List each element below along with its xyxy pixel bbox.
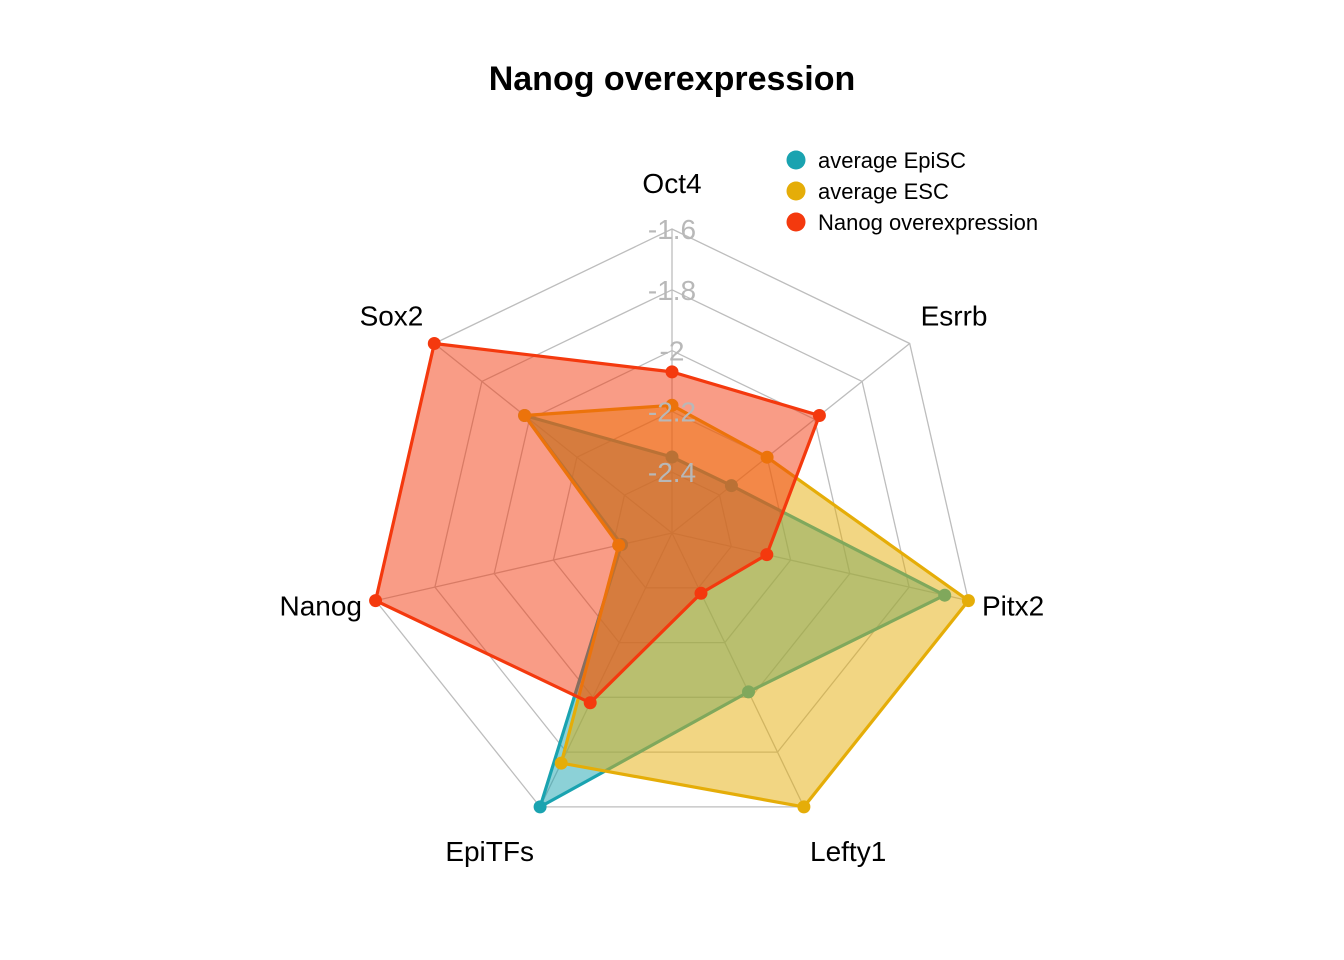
axis-label-oct4: Oct4 xyxy=(642,168,701,199)
axis-labels: Oct4 Esrrb Pitx2 Lefty1 EpiTFs Nanog Sox2 xyxy=(279,168,1044,867)
tick-label: -2.4 xyxy=(648,457,696,488)
legend: average EpiSC average ESC Nanog overexpres… xyxy=(786,148,1038,235)
tick-label: -2 xyxy=(660,336,685,367)
radial-tick-labels: -1.6 -1.8 -2 -2.2 -2.4 xyxy=(648,214,696,488)
data-point xyxy=(369,594,383,608)
legend-marker xyxy=(786,150,806,170)
series-area xyxy=(374,341,822,705)
tick-label: -1.8 xyxy=(648,275,696,306)
legend-label: average EpiSC xyxy=(818,148,966,173)
data-point xyxy=(554,756,568,770)
data-point xyxy=(961,594,975,608)
axis-label-lefty1: Lefty1 xyxy=(810,836,886,867)
tick-label: -2.2 xyxy=(648,396,696,427)
chart-title: Nanog overexpression xyxy=(489,60,856,98)
data-point xyxy=(797,800,811,814)
axis-label-epitfs: EpiTFs xyxy=(445,836,534,867)
radar-series xyxy=(369,337,975,814)
data-point xyxy=(665,365,679,379)
data-point xyxy=(533,800,547,814)
data-point xyxy=(427,337,441,350)
data-point xyxy=(760,548,774,562)
axis-label-nanog: Nanog xyxy=(279,591,362,622)
legend-item: Nanog overexpression xyxy=(786,210,1038,235)
tick-label: -1.6 xyxy=(648,214,696,245)
legend-marker xyxy=(786,212,806,232)
legend-item: average EpiSC xyxy=(786,148,966,173)
series-group xyxy=(369,337,826,710)
axis-label-sox2: Sox2 xyxy=(360,301,424,332)
legend-label: average ESC xyxy=(818,179,949,204)
data-point xyxy=(583,696,597,710)
legend-label: Nanog overexpression xyxy=(818,210,1038,235)
axis-label-esrrb: Esrrb xyxy=(921,301,988,332)
data-point xyxy=(694,586,708,600)
axis-label-pitx2: Pitx2 xyxy=(982,591,1044,622)
legend-marker xyxy=(786,181,806,201)
legend-item: average ESC xyxy=(786,179,949,204)
data-point xyxy=(812,409,826,422)
